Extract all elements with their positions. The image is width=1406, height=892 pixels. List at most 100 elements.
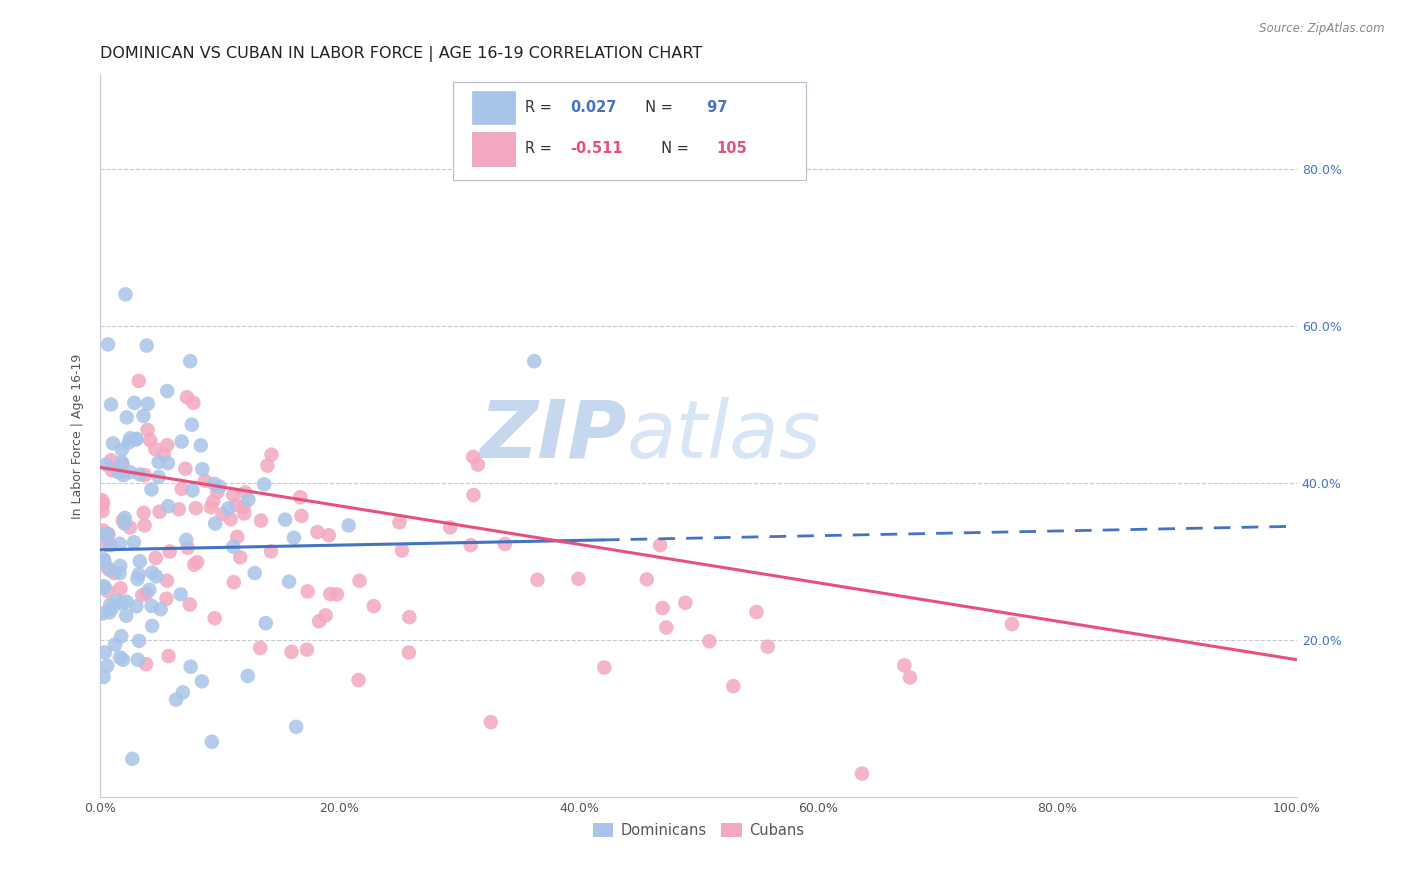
Point (121, 752, 143, 766)
Point (156, 456, 179, 470)
Point (115, 410, 138, 425)
Point (91, 607, 114, 621)
Point (388, 515, 411, 529)
Point (108, 558, 131, 573)
Point (177, 541, 200, 555)
Point (105, 593, 128, 607)
Point (141, 599, 163, 613)
Point (235, 485, 257, 500)
Text: ZIP: ZIP (479, 397, 627, 475)
Point (93, 670, 115, 684)
Point (699, 634, 721, 648)
Point (101, 436, 124, 450)
Point (101, 601, 124, 615)
Text: Source: ZipAtlas.com: Source: ZipAtlas.com (1260, 22, 1385, 36)
Point (207, 485, 229, 500)
Point (463, 488, 485, 502)
Point (898, 670, 921, 684)
Point (180, 417, 202, 432)
Point (115, 608, 138, 623)
Point (108, 537, 131, 551)
Point (114, 511, 136, 525)
Point (636, 573, 658, 587)
Point (260, 448, 283, 462)
Point (756, 640, 779, 654)
Point (290, 508, 312, 523)
Point (238, 492, 260, 507)
Point (159, 544, 181, 558)
Point (127, 653, 149, 667)
Point (104, 638, 127, 652)
Point (111, 442, 134, 457)
Point (97, 337, 120, 351)
Point (191, 462, 214, 476)
Point (176, 390, 198, 404)
Point (280, 645, 302, 659)
Point (201, 735, 224, 749)
Point (97, 561, 120, 575)
Point (167, 502, 190, 516)
Point (191, 674, 214, 689)
Point (479, 715, 502, 730)
Point (170, 434, 193, 449)
Point (155, 591, 177, 606)
Point (460, 538, 482, 552)
Text: -0.511: -0.511 (571, 142, 623, 156)
Text: DOMINICAN VS CUBAN IN LABOR FORCE | AGE 16-19 CORRELATION CHART: DOMINICAN VS CUBAN IN LABOR FORCE | AGE … (100, 46, 703, 62)
Text: 0.027: 0.027 (571, 100, 617, 115)
Point (110, 596, 132, 610)
Point (308, 614, 330, 628)
Point (254, 616, 277, 631)
Point (249, 640, 271, 655)
Point (217, 501, 239, 516)
Text: R =: R = (524, 100, 557, 115)
Point (208, 480, 231, 494)
Point (494, 537, 516, 551)
Point (174, 461, 197, 475)
Point (112, 468, 135, 483)
Point (363, 599, 385, 614)
Text: atlas: atlas (627, 397, 821, 475)
Point (111, 455, 134, 469)
Point (236, 669, 259, 683)
Point (315, 608, 337, 623)
Point (278, 574, 301, 589)
Point (851, 766, 873, 780)
Point (181, 483, 204, 498)
Point (204, 611, 226, 625)
Text: N =: N = (652, 142, 693, 156)
Point (439, 520, 461, 534)
Point (108, 566, 131, 581)
Point (98, 563, 121, 577)
Point (93, 524, 115, 538)
Point (118, 520, 141, 534)
Point (204, 516, 226, 531)
Point (93, 581, 115, 595)
Point (179, 354, 201, 368)
Point (138, 582, 160, 597)
Point (93, 554, 115, 568)
Point (132, 409, 155, 423)
Point (174, 533, 197, 547)
Point (319, 587, 342, 601)
FancyBboxPatch shape (472, 91, 516, 124)
Point (225, 498, 247, 512)
Point (593, 660, 616, 674)
Point (295, 642, 318, 657)
Point (128, 374, 150, 388)
Point (170, 482, 193, 496)
Point (283, 531, 305, 545)
Point (202, 494, 225, 508)
Point (893, 658, 915, 673)
Point (148, 470, 170, 484)
Point (93, 552, 115, 566)
Point (96, 458, 118, 472)
Point (745, 605, 768, 619)
Point (170, 587, 193, 601)
Point (143, 442, 166, 456)
Point (349, 574, 371, 588)
Point (274, 513, 297, 527)
Point (183, 558, 205, 572)
Point (122, 535, 145, 549)
Point (156, 574, 179, 588)
